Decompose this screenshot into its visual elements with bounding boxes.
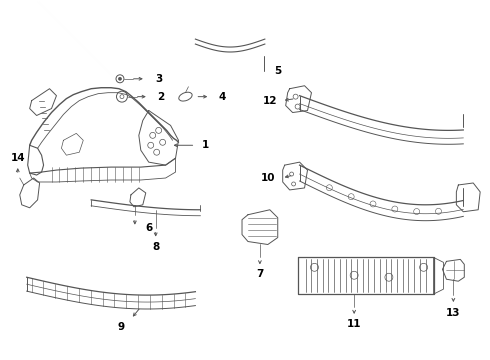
Text: 11: 11	[347, 319, 362, 329]
Circle shape	[119, 77, 122, 80]
Text: 3: 3	[155, 74, 162, 84]
Text: 1: 1	[202, 140, 209, 150]
Text: 14: 14	[10, 153, 25, 163]
Text: 2: 2	[157, 92, 164, 102]
Text: 7: 7	[256, 269, 264, 279]
Text: 12: 12	[263, 96, 277, 105]
Text: 8: 8	[152, 243, 159, 252]
Text: 10: 10	[261, 173, 275, 183]
Text: 6: 6	[145, 222, 152, 233]
Text: 5: 5	[274, 66, 281, 76]
Text: 13: 13	[446, 308, 461, 318]
Ellipse shape	[179, 92, 192, 101]
Text: 4: 4	[219, 92, 226, 102]
Text: 9: 9	[118, 322, 124, 332]
